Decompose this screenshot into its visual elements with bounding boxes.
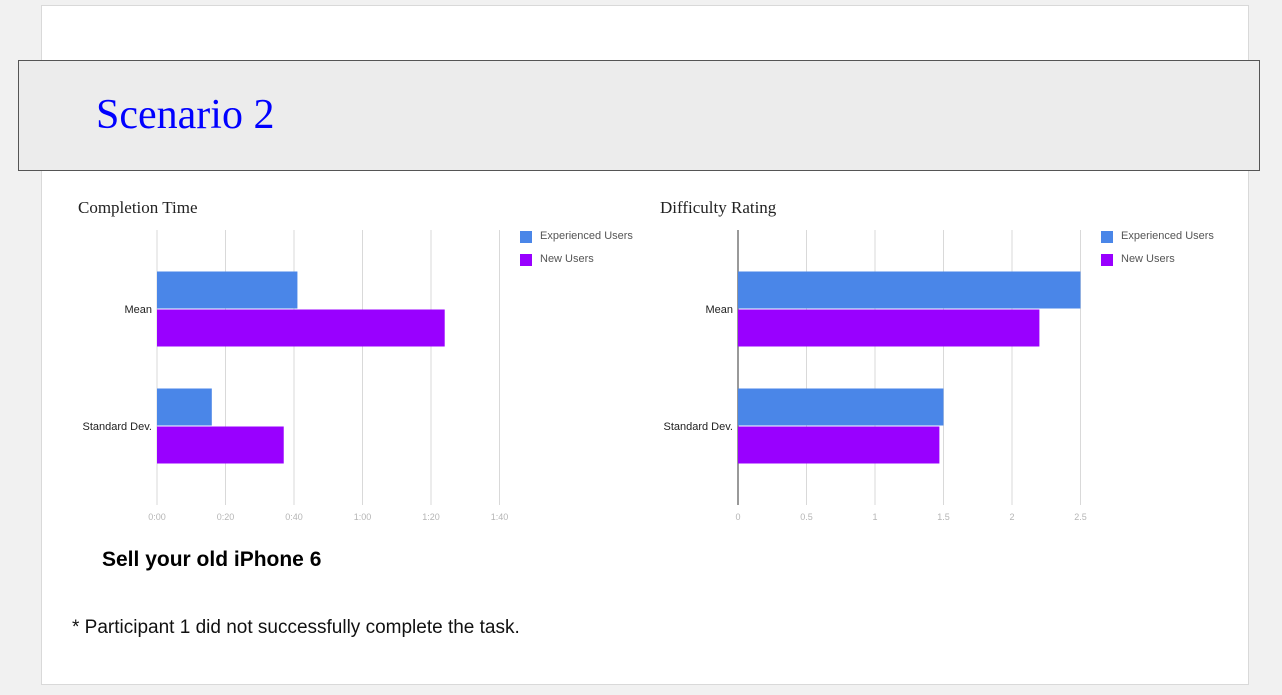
x-tick-label: 1:40 — [491, 512, 509, 522]
x-tick-label: 1:00 — [354, 512, 372, 522]
x-tick-label: 0.5 — [800, 512, 813, 522]
new-users-bar — [738, 426, 940, 464]
legend-swatch — [1101, 254, 1113, 266]
x-tick-label: 0:20 — [217, 512, 235, 522]
legend-label: Experienced Users — [1121, 230, 1214, 242]
new-users-bar — [157, 426, 284, 464]
legend-swatch — [1101, 231, 1113, 243]
x-tick-label: 1 — [872, 512, 877, 522]
difficulty-rating-chart-title: Difficulty Rating — [660, 198, 777, 217]
experienced-users-bar — [157, 388, 212, 426]
legend-label: Experienced Users — [540, 230, 633, 242]
difficulty-rating-chart: 0 0.5 1 1.5 2 2.5 Mean Standard Dev. Experience… — [656, 225, 1216, 525]
new-users-bar — [738, 309, 1040, 347]
scenario-banner: Scenario 2 — [18, 60, 1260, 171]
legend-swatch — [520, 231, 532, 243]
completion-time-chart-title: Completion Time — [78, 198, 198, 217]
x-tick-label: 2 — [1009, 512, 1014, 522]
experienced-users-bar — [157, 271, 298, 309]
x-tick-label: 2.5 — [1074, 512, 1087, 522]
task-title: Sell your old iPhone 6 — [102, 548, 322, 571]
category-label: Mean — [705, 304, 733, 316]
legend-label: New Users — [1121, 253, 1175, 265]
new-users-bar — [157, 309, 445, 347]
scenario-title: Scenario 2 — [96, 92, 275, 138]
completion-time-chart: 0:00 0:20 0:40 1:00 1:20 1:40 Mean Standard Dev… — [75, 225, 635, 525]
category-label: Mean — [124, 304, 152, 316]
completion-time-chart-svg: 0:00 0:20 0:40 1:00 1:20 1:40 Mean Standard Dev… — [82, 230, 509, 522]
legend-label: New Users — [540, 253, 594, 265]
category-label: Standard Dev. — [82, 421, 152, 433]
difficulty-rating-chart-svg: 0 0.5 1 1.5 2 2.5 Mean Standard Dev. — [663, 230, 1087, 522]
x-tick-label: 1:20 — [422, 512, 440, 522]
x-tick-label: 0:40 — [285, 512, 303, 522]
experienced-users-bar — [738, 271, 1081, 309]
x-tick-label: 0 — [735, 512, 740, 522]
experienced-users-bar — [738, 388, 944, 426]
x-tick-label: 0:00 — [148, 512, 166, 522]
footnote: * Participant 1 did not successfully com… — [72, 617, 520, 638]
x-tick-label: 1.5 — [937, 512, 950, 522]
legend-swatch — [520, 254, 532, 266]
category-label: Standard Dev. — [663, 421, 733, 433]
